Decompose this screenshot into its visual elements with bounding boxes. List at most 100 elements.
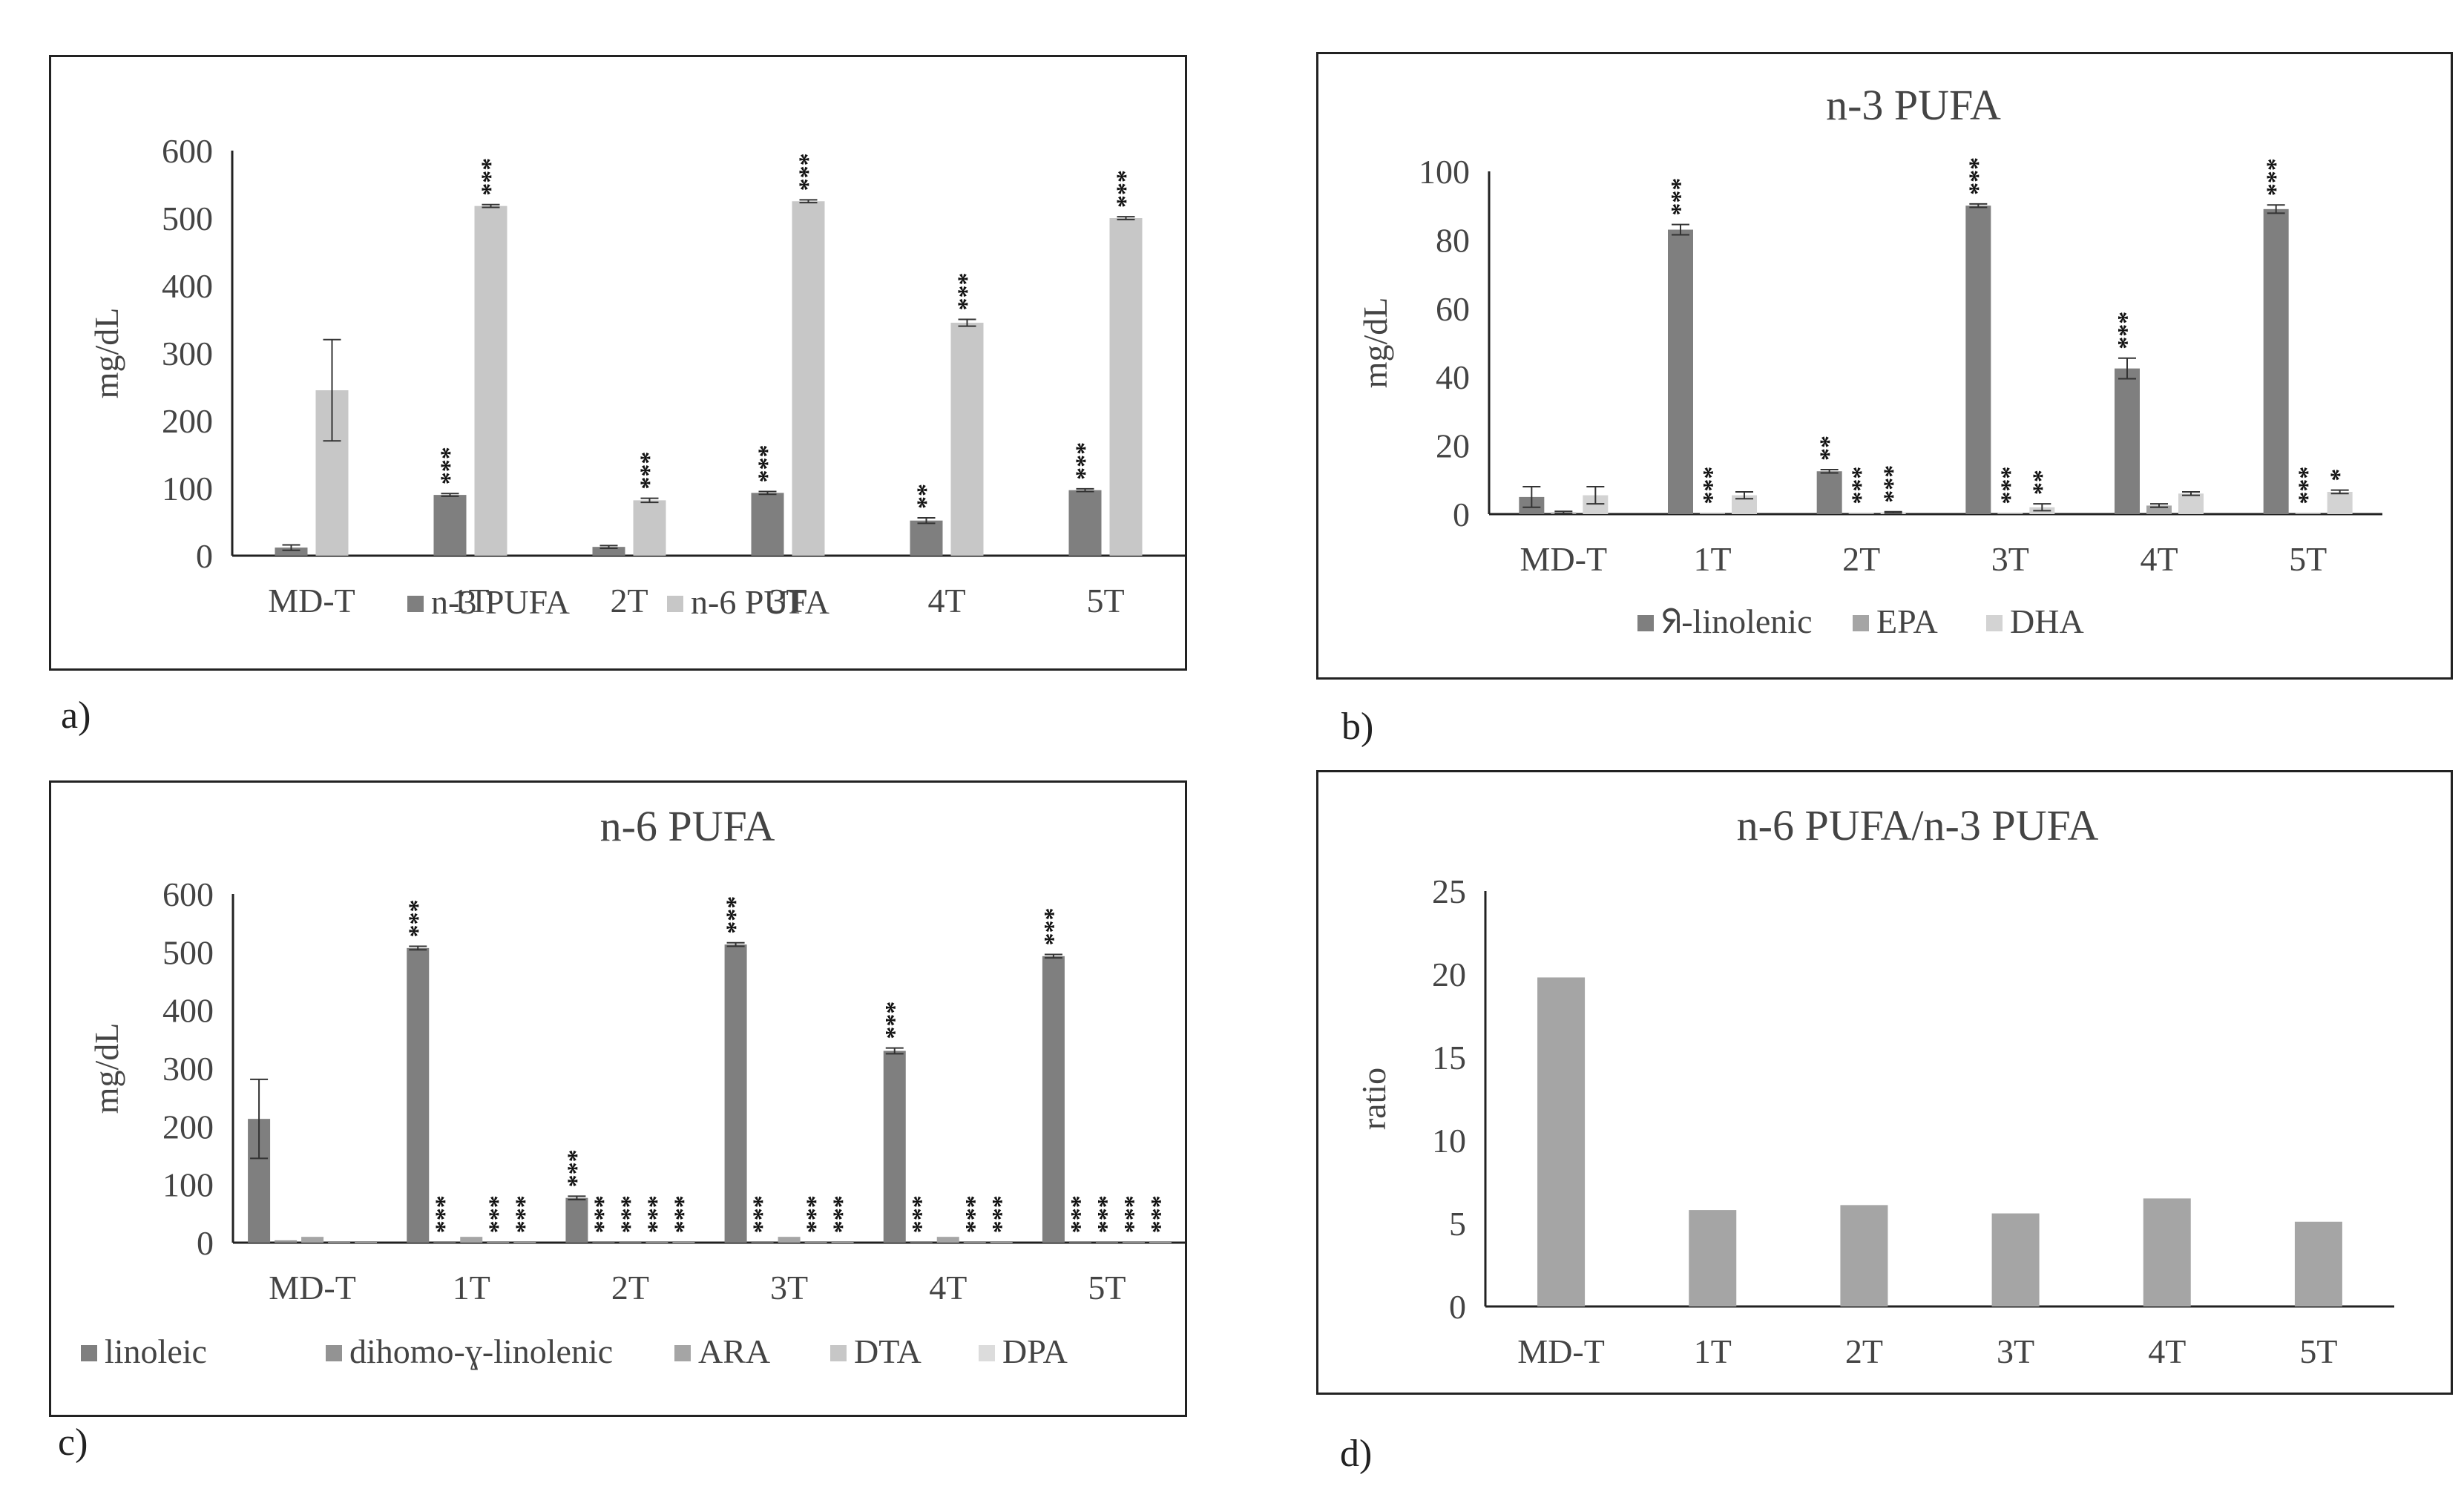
bar-dpa-3t <box>831 1242 854 1243</box>
x-tick-label: 3T <box>1997 1332 2034 1370</box>
legend-swatch <box>674 1345 691 1361</box>
y-tick-label: 300 <box>162 335 213 372</box>
legend-label: EPA <box>1876 602 1938 640</box>
bar-dpa-md-t <box>355 1242 378 1243</box>
significance-marker: *** <box>589 1195 617 1233</box>
bar-ara-md-t <box>301 1237 324 1243</box>
y-axis-label: mg/dL <box>88 308 125 399</box>
bar-epa-3t <box>1997 513 2023 514</box>
bar--linolenic-5t <box>2263 208 2289 514</box>
significance-marker: *** <box>1093 1195 1120 1233</box>
x-tick-label: MD-T <box>1520 540 1608 578</box>
significance-marker: *** <box>1666 178 1694 216</box>
significance-marker: ** <box>1816 435 1843 461</box>
chart-title: n-6 PUFA <box>600 802 775 850</box>
x-tick-label: 2T <box>610 582 648 619</box>
bar-dpa-5t <box>1149 1242 1172 1243</box>
significance-marker: *** <box>961 1195 988 1233</box>
significance-marker: *** <box>404 900 431 938</box>
panel-label-c: c) <box>58 1421 88 1464</box>
y-tick-label: 100 <box>1419 153 1470 191</box>
x-tick-label: MD-T <box>268 582 355 619</box>
legend-label: linoleic <box>105 1332 207 1370</box>
significance-marker: *** <box>953 273 981 311</box>
panel-a: mg/dL 0 100 200 300 400 500 600 MD-T 1T *** *** 2T **… <box>49 55 1187 671</box>
significance-marker: *** <box>2262 158 2290 196</box>
x-tick-label: 1T <box>453 1269 490 1306</box>
panel-label-d: d) <box>1340 1433 1373 1475</box>
significance-marker: *** <box>802 1195 829 1233</box>
bar-dta-4t <box>963 1242 986 1243</box>
panel-d: n-6 PUFA/n-3 PUFA ratio 0 5 10 15 20 25 MD-T 1T 2T… <box>1316 770 2453 1395</box>
bar-n-3-pufa-1t <box>433 495 467 556</box>
legend-swatch <box>326 1345 342 1361</box>
significance-marker: *** <box>669 1195 697 1233</box>
y-tick-label: 500 <box>162 933 214 971</box>
bar-ratio-1t <box>1689 1210 1737 1306</box>
y-tick-label: 0 <box>197 1224 214 1262</box>
chart-c: n-6 PUFA mg/dL 0 100 200 300 400 500 600 MD-T 1T **… <box>81 802 1185 1370</box>
legend-label: dihomo-ɣ-linolenic <box>349 1332 613 1370</box>
x-tick-label: 3T <box>769 582 806 619</box>
legend-swatch <box>81 1345 97 1361</box>
x-tick-label: 4T <box>927 582 965 619</box>
y-tick-label: 10 <box>1432 1122 1466 1160</box>
y-tick-label: 100 <box>162 470 213 507</box>
y-axis-label: mg/dL <box>1356 297 1394 389</box>
significance-marker: *** <box>722 896 749 934</box>
legend-swatch <box>830 1345 847 1361</box>
panel-c: n-6 PUFA mg/dL 0 100 200 300 400 500 600 MD-T 1T **… <box>49 780 1187 1417</box>
bar-ara-4t <box>936 1237 959 1243</box>
significance-marker: *** <box>430 1195 458 1233</box>
significance-marker: *** <box>2113 312 2141 349</box>
x-tick-label: 5T <box>2289 540 2327 578</box>
significance-marker: *** <box>1879 465 1907 503</box>
y-tick-label: 500 <box>162 200 213 237</box>
bar-dihomo-linolenic-2t <box>592 1242 615 1243</box>
significance-marker: *** <box>436 447 464 484</box>
x-tick-label: 5T <box>1088 1269 1126 1306</box>
panel-b: n-3 PUFA mg/dL 0 20 40 60 80 100 MD-T 1T *** *** 2T *… <box>1316 52 2453 680</box>
bar-dihomo-linolenic-1t <box>433 1242 456 1243</box>
y-tick-label: 25 <box>1432 872 1466 910</box>
bar-ara-3t <box>778 1237 801 1243</box>
y-tick-label: 5 <box>1449 1205 1466 1243</box>
bar-dihomo-linolenic-md-t <box>275 1240 298 1243</box>
bar-n-3-pufa-2t <box>592 547 625 556</box>
bar-ratio-5t <box>2294 1221 2342 1306</box>
significance-marker: *** <box>636 452 663 490</box>
y-axis-label: mg/dL <box>88 1023 125 1114</box>
bar-epa-5t <box>2295 513 2321 514</box>
bar-dta-1t <box>487 1242 510 1243</box>
bar-epa-2t <box>1848 513 1874 514</box>
y-tick-label: 400 <box>162 267 213 305</box>
significance-marker: *** <box>484 1195 511 1233</box>
bar--linolenic-3t <box>1965 206 1991 514</box>
significance-marker: *** <box>1698 467 1726 504</box>
y-tick-label: 600 <box>162 875 214 913</box>
significance-marker: *** <box>477 158 505 196</box>
bar-n-6-pufa-4t <box>950 323 984 556</box>
x-tick-label: 2T <box>1845 1332 1883 1370</box>
x-tick-label: 3T <box>1991 540 2029 578</box>
x-tick-label: MD-T <box>1517 1332 1605 1370</box>
bar-dpa-1t <box>513 1242 536 1243</box>
legend-label: n-6 PUFA <box>691 583 829 621</box>
legend-label: n-3 PUFA <box>431 583 570 621</box>
bar-n-3-pufa-5t <box>1068 490 1102 556</box>
significance-marker: *** <box>2294 467 2322 504</box>
bar-dta-3t <box>804 1242 827 1243</box>
legend-swatch <box>979 1345 995 1361</box>
legend-swatch <box>1986 615 2003 631</box>
y-tick-label: 200 <box>162 402 213 440</box>
bar-dpa-4t <box>990 1242 1013 1243</box>
panel-label-a: a) <box>61 694 91 737</box>
significance-marker: *** <box>643 1195 670 1233</box>
bar-linoleic-5t <box>1042 956 1065 1243</box>
bar-dta-5t <box>1122 1242 1145 1243</box>
significance-marker: *** <box>829 1195 856 1233</box>
x-tick-label: MD-T <box>269 1269 356 1306</box>
y-tick-label: 0 <box>1453 496 1470 533</box>
x-tick-label: 4T <box>929 1269 967 1306</box>
y-tick-label: 600 <box>162 132 213 170</box>
